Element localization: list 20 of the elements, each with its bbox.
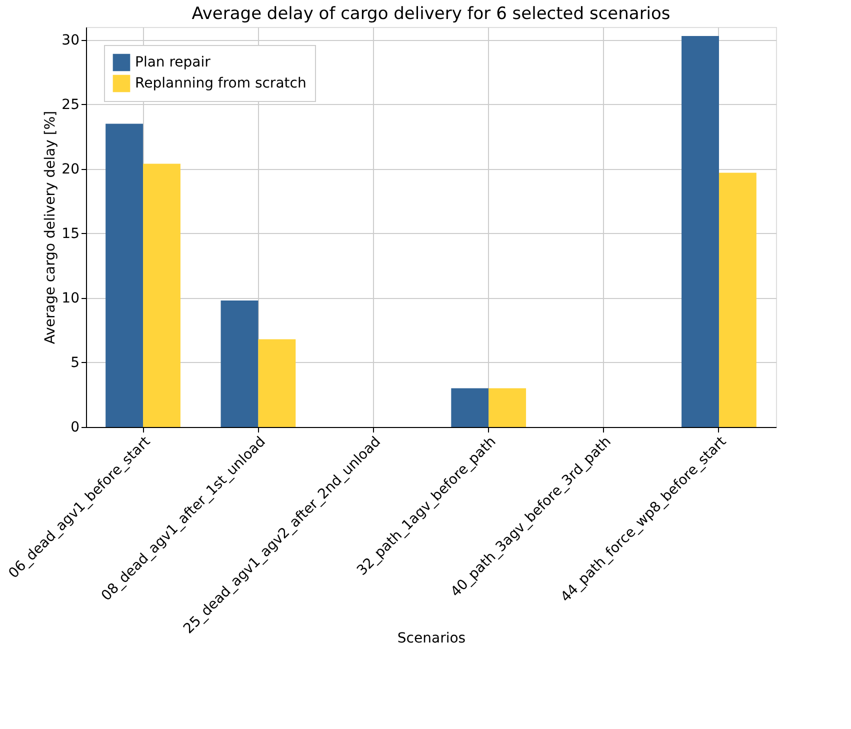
y-tick-label: 25 [62, 96, 80, 113]
legend-label: Plan repair [135, 54, 211, 70]
y-tick-label: 20 [62, 161, 80, 178]
y-axis-title: Average cargo delivery delay [%] [42, 110, 59, 344]
chart-title: Average delay of cargo delivery for 6 selected scenarios [192, 4, 670, 24]
bar [106, 124, 144, 427]
bar [718, 172, 756, 427]
bar [451, 388, 489, 427]
bar [488, 388, 526, 427]
y-tick-label: 0 [70, 420, 80, 436]
y-tick-label: 10 [62, 290, 80, 306]
bar [682, 36, 719, 427]
bar [220, 300, 258, 427]
y-tick-label: 30 [62, 32, 80, 48]
bar [143, 164, 180, 427]
legend-label: Replanning from scratch [135, 76, 306, 92]
bar [258, 339, 296, 427]
y-tick-label: 5 [70, 354, 80, 371]
x-axis-title: Scenarios [397, 630, 466, 646]
y-tick-label: 15 [62, 226, 80, 242]
